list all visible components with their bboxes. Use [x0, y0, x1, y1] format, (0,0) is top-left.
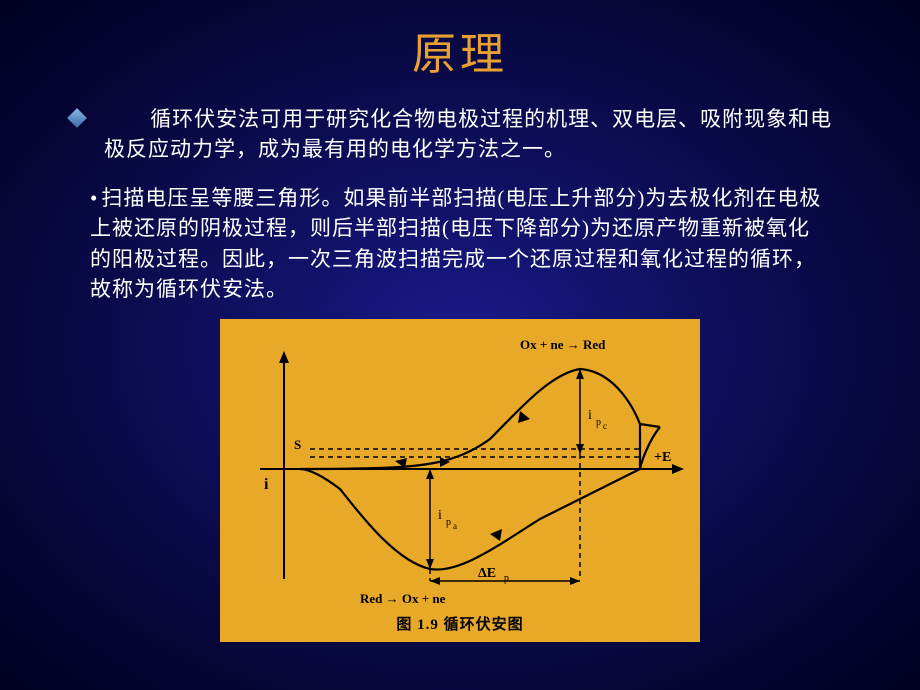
slide-title: 原理	[0, 0, 920, 82]
bullet-1: 循环伏安法可用于研究化合物电极过程的机理、双电层、吸附现象和电极反应动力学，成为…	[70, 104, 850, 165]
bottom-equation: Red → Ox + ne	[360, 591, 446, 606]
cv-figure: i +E Ox + ne → Red i p c i p a	[220, 319, 700, 642]
svg-text:p: p	[446, 517, 451, 528]
diamond-bullet-icon	[67, 108, 87, 128]
axis-y-label: i	[264, 476, 269, 493]
dot-bullet-icon: •	[90, 186, 97, 210]
delta-ep-label: ΔE	[478, 566, 496, 581]
top-equation: Ox + ne → Red	[520, 337, 606, 352]
ipc-label: i	[588, 408, 592, 423]
paragraph-1: 循环伏安法可用于研究化合物电极过程的机理、双电层、吸附现象和电极反应动力学，成为…	[104, 104, 850, 165]
figure-caption: 图 1.9 循环伏安图	[220, 609, 700, 642]
cv-lower-curve	[300, 427, 660, 570]
svg-text:p: p	[504, 573, 509, 584]
cv-plot-svg: i +E Ox + ne → Red i p c i p a	[220, 319, 700, 609]
axis-x-label: +E	[654, 450, 671, 465]
svg-text:p: p	[596, 417, 601, 428]
ipa-label: i	[438, 508, 442, 523]
svg-text:S: S	[294, 437, 301, 452]
svg-text:a: a	[453, 521, 457, 531]
paragraph-2: 扫描电压呈等腰三角形。如果前半部扫描(电压上升部分)为去极化剂在电极上被还原的阴…	[90, 186, 821, 301]
bullet-2: •扫描电压呈等腰三角形。如果前半部扫描(电压上升部分)为去极化剂在电极上被还原的…	[90, 183, 830, 305]
svg-text:c: c	[603, 421, 607, 431]
